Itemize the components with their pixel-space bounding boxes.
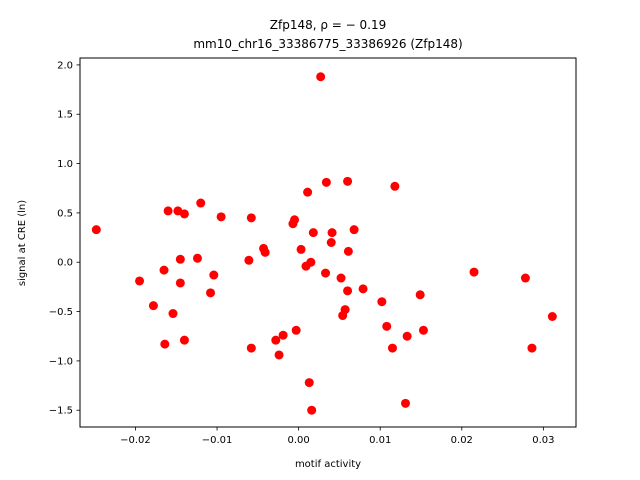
data-point <box>306 257 316 267</box>
data-point <box>343 176 353 186</box>
data-point <box>179 209 189 219</box>
data-point <box>135 276 145 286</box>
data-point <box>321 268 331 278</box>
x-axis-ticks: −0.02 −0.01 0.00 0.01 0.02 0.03 <box>120 427 555 446</box>
data-point <box>343 286 353 296</box>
y-tick-label: 1.5 <box>57 110 73 121</box>
data-point <box>175 278 185 288</box>
data-point <box>358 284 368 294</box>
data-point <box>547 312 557 321</box>
data-point <box>401 398 410 408</box>
y-tick-label: 0.5 <box>57 208 73 219</box>
data-point <box>160 339 170 349</box>
y-axis-ticks: −1.5 −1.0 −0.5 0.0 0.5 1.0 1.5 2.0 <box>49 60 80 417</box>
y-axis-label: signal at CRE (ln) <box>17 200 28 286</box>
y-tick-label: 1.0 <box>57 159 73 170</box>
data-point <box>290 215 300 225</box>
data-point <box>91 225 101 235</box>
data-point <box>343 246 353 256</box>
data-point <box>179 335 189 345</box>
data-point <box>260 247 270 257</box>
y-tick-label: −1.5 <box>49 406 73 417</box>
data-point <box>415 290 425 300</box>
data-point <box>192 253 202 263</box>
x-tick-label: −0.02 <box>120 435 151 446</box>
data-point <box>304 378 314 388</box>
data-point <box>321 177 331 187</box>
data-point <box>390 181 400 191</box>
data-point <box>303 187 313 197</box>
data-point <box>246 213 256 223</box>
data-point <box>209 270 219 280</box>
data-point <box>382 321 392 331</box>
plot-area-frame <box>79 57 577 428</box>
data-point <box>418 325 428 335</box>
data-point <box>387 343 397 353</box>
chart-title-line1: Zfp148, ρ = − 0.19 <box>270 18 386 32</box>
data-point <box>206 288 216 298</box>
data-point <box>308 228 318 238</box>
data-point <box>278 330 288 340</box>
data-point <box>168 309 178 319</box>
data-point <box>326 238 336 247</box>
x-tick-label: 0.02 <box>451 435 473 446</box>
data-point <box>336 273 346 283</box>
data-point <box>469 267 479 277</box>
data-point <box>246 343 256 353</box>
data-point <box>175 254 185 264</box>
x-tick-label: −0.01 <box>202 435 233 446</box>
y-tick-label: 0.0 <box>57 258 73 269</box>
data-point <box>274 350 284 360</box>
data-point <box>349 225 359 235</box>
data-point <box>271 335 281 345</box>
x-tick-label: 0.01 <box>369 435 391 446</box>
y-tick-label: 2.0 <box>57 60 73 71</box>
data-point <box>527 343 537 353</box>
data-point <box>291 325 301 335</box>
data-point <box>163 206 173 216</box>
data-point <box>216 212 226 222</box>
data-point <box>402 331 412 341</box>
data-point <box>244 255 254 265</box>
x-axis-label: motif activity <box>295 459 361 470</box>
y-tick-label: −1.0 <box>49 356 73 367</box>
x-tick-label: 0.00 <box>287 435 309 446</box>
data-point <box>159 265 169 275</box>
data-point <box>520 273 530 283</box>
x-tick-label: 0.03 <box>532 435 554 446</box>
y-tick-label: −0.5 <box>49 307 73 318</box>
data-point <box>307 405 317 415</box>
data-point <box>296 244 306 254</box>
data-points <box>91 72 557 415</box>
data-point <box>196 198 206 208</box>
data-point <box>148 301 158 311</box>
data-point <box>327 228 337 238</box>
data-point <box>340 305 350 315</box>
chart-title-line2: mm10_chr16_33386775_33386926 (Zfp148) <box>193 37 462 51</box>
data-point <box>316 72 326 82</box>
data-point <box>377 297 387 307</box>
